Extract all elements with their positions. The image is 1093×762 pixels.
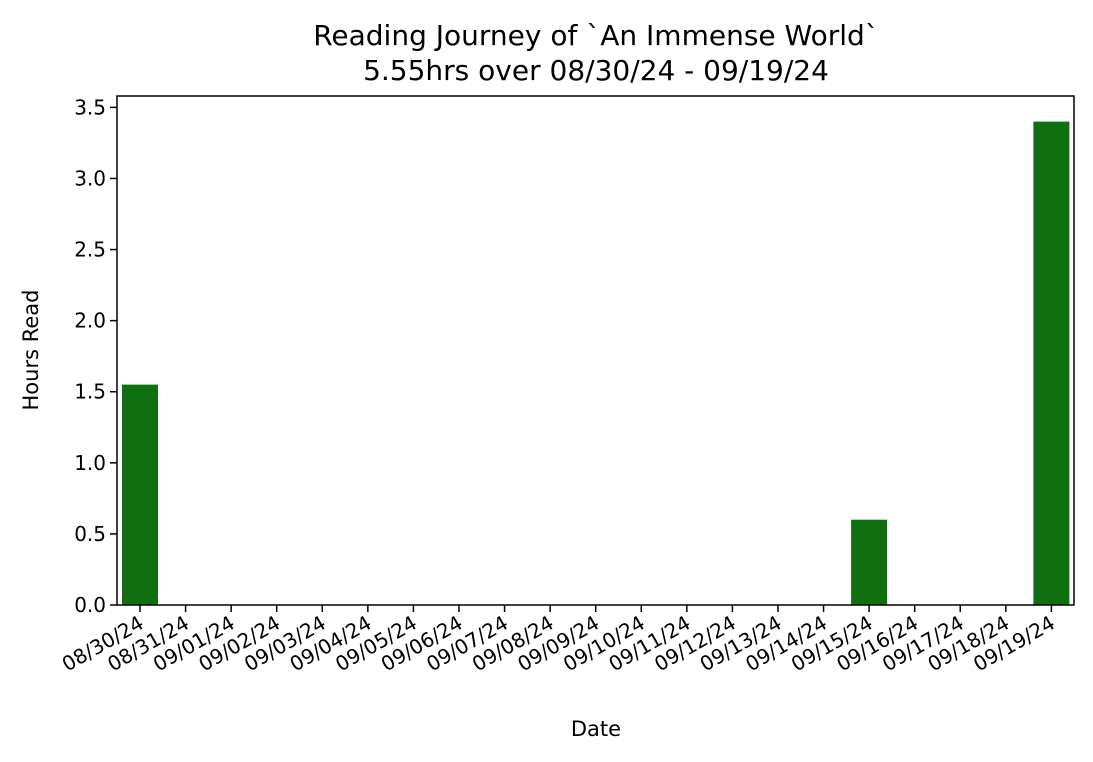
bar-09-15-24 <box>851 519 888 605</box>
y-tick-label: 0.5 <box>74 522 106 546</box>
chart-title: Reading Journey of `An Immense World` <box>313 19 879 52</box>
x-axis: 08/30/2408/31/2409/01/2409/02/2409/03/24… <box>58 605 1059 676</box>
y-tick-label: 0.0 <box>74 593 106 617</box>
chart-subtitle: 5.55hrs over 08/30/24 - 09/19/24 <box>363 54 829 87</box>
bar-09-19-24 <box>1033 121 1070 606</box>
plot-frame <box>116 95 1075 606</box>
x-axis-label: Date <box>571 717 621 741</box>
y-tick-label: 1.0 <box>74 451 106 475</box>
y-tick-label: 2.0 <box>74 309 106 333</box>
y-tick-label: 3.0 <box>74 166 106 190</box>
bar-08-30-24 <box>122 384 158 605</box>
y-tick-label: 1.5 <box>74 380 106 404</box>
y-tick-label: 3.5 <box>74 95 106 119</box>
y-axis: 0.0 0.5 1.0 1.5 2.0 2.5 3.0 3.5 <box>74 95 117 617</box>
y-tick-label: 2.5 <box>74 238 106 262</box>
bar-group <box>122 121 1070 606</box>
y-axis-label: Hours Read <box>19 290 43 411</box>
